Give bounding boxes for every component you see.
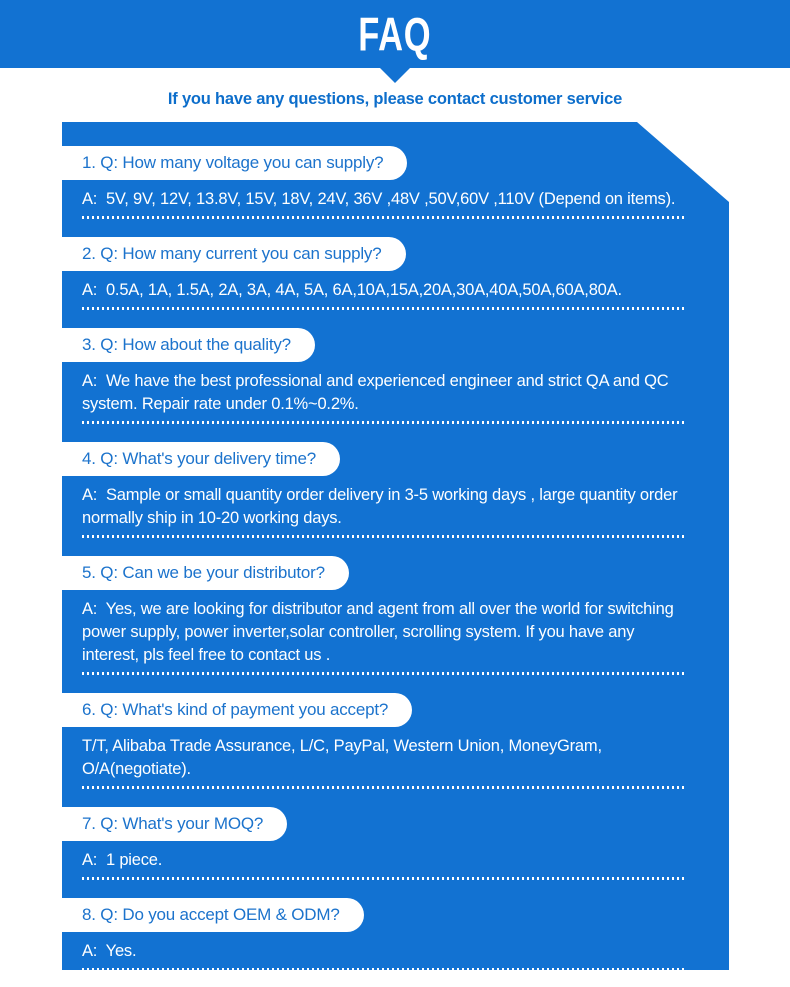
page-title: FAQ (358, 7, 432, 61)
dotted-divider (82, 672, 685, 675)
faq-item: 5. Q: Can we be your distributor? A: Yes… (62, 556, 729, 675)
answer-text: T/T, Alibaba Trade Assurance, L/C, PayPa… (82, 737, 607, 778)
question-pill: 8. Q: Do you accept OEM & ODM? (62, 898, 364, 932)
faq-item: 4. Q: What's your delivery time? A: Samp… (62, 442, 729, 538)
question-pill: 2. Q: How many current you can supply? (62, 237, 406, 271)
faq-panel: 1. Q: How many voltage you can supply? A… (62, 122, 729, 970)
answer-text: A: Sample or small quantity order delive… (82, 486, 682, 527)
dotted-divider (82, 216, 685, 219)
question-text: 3. Q: How about the quality? (82, 335, 291, 354)
faq-item: 1. Q: How many voltage you can supply? A… (62, 146, 729, 219)
contact-subtitle: If you have any questions, please contac… (167, 90, 623, 108)
dotted-divider (82, 877, 685, 880)
question-text: 8. Q: Do you accept OEM & ODM? (82, 905, 340, 924)
faq-item: 8. Q: Do you accept OEM & ODM? A: Yes. (62, 898, 729, 970)
question-text: 7. Q: What's your MOQ? (82, 814, 264, 833)
question-pill: 5. Q: Can we be your distributor? (62, 556, 349, 590)
question-text: 1. Q: How many voltage you can supply? (82, 153, 384, 172)
answer-text: A: We have the best professional and exp… (82, 372, 673, 413)
banner-arrow-icon (380, 68, 410, 83)
answer-text: A: Yes, we are looking for distributor a… (82, 600, 678, 664)
answer-text: A: 1 piece. (82, 851, 163, 869)
question-text: 2. Q: How many current you can supply? (82, 244, 382, 263)
question-text: 6. Q: What's kind of payment you accept? (82, 700, 389, 719)
dotted-divider (82, 421, 685, 424)
faq-item: 3. Q: How about the quality? A: We have … (62, 328, 729, 424)
answer-text: A: 0.5A, 1A, 1.5A, 2A, 3A, 4A, 5A, 6A,10… (82, 281, 622, 299)
answer-text: A: Yes. (82, 942, 137, 960)
question-text: 5. Q: Can we be your distributor? (82, 563, 325, 582)
question-pill: 4. Q: What's your delivery time? (62, 442, 340, 476)
dotted-divider (82, 968, 685, 970)
dotted-divider (82, 535, 685, 538)
answer-text: A: 5V, 9V, 12V, 13.8V, 15V, 18V, 24V, 36… (82, 190, 676, 208)
question-pill: 3. Q: How about the quality? (62, 328, 315, 362)
faq-item: 2. Q: How many current you can supply? A… (62, 237, 729, 310)
dotted-divider (82, 307, 685, 310)
question-pill: 7. Q: What's your MOQ? (62, 807, 288, 841)
question-pill: 1. Q: How many voltage you can supply? (62, 146, 408, 180)
faq-item: 6. Q: What's kind of payment you accept?… (62, 693, 729, 789)
question-text: 4. Q: What's your delivery time? (82, 449, 316, 468)
dotted-divider (82, 786, 685, 789)
faq-item: 7. Q: What's your MOQ? A: 1 piece. (62, 807, 729, 880)
faq-banner: FAQ (0, 0, 790, 68)
question-pill: 6. Q: What's kind of payment you accept? (62, 693, 413, 727)
